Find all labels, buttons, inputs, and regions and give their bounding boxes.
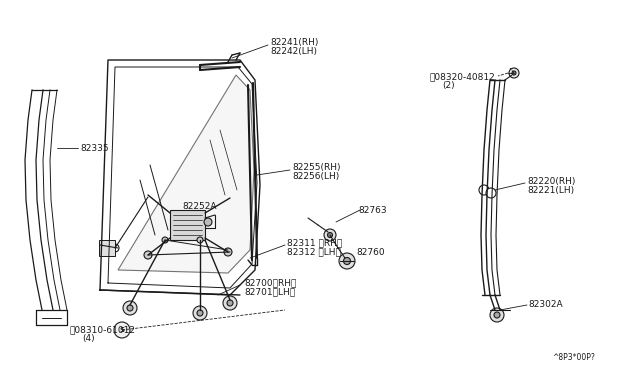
Circle shape — [512, 71, 516, 75]
Text: 82220(RH): 82220(RH) — [527, 177, 575, 186]
Circle shape — [509, 68, 519, 78]
Text: 82242(LH): 82242(LH) — [270, 47, 317, 56]
FancyBboxPatch shape — [170, 210, 205, 240]
Circle shape — [324, 229, 336, 241]
Circle shape — [162, 237, 168, 243]
Text: 82335: 82335 — [80, 144, 109, 153]
Circle shape — [227, 300, 233, 306]
Text: (4): (4) — [82, 334, 95, 343]
Text: 82311 〈RH〉: 82311 〈RH〉 — [287, 238, 342, 247]
Circle shape — [344, 257, 351, 264]
Circle shape — [479, 185, 489, 195]
Circle shape — [339, 253, 355, 269]
Circle shape — [223, 296, 237, 310]
FancyBboxPatch shape — [99, 240, 115, 256]
Text: 82763: 82763 — [358, 206, 387, 215]
Circle shape — [494, 312, 500, 318]
Circle shape — [328, 232, 333, 237]
Circle shape — [111, 244, 119, 252]
Text: (2): (2) — [442, 81, 454, 90]
Text: 82241(RH): 82241(RH) — [270, 38, 318, 47]
Circle shape — [193, 306, 207, 320]
Circle shape — [204, 218, 212, 226]
Text: 82312 〈LH〉: 82312 〈LH〉 — [287, 247, 341, 256]
Circle shape — [123, 301, 137, 315]
Text: 82701〈LH〉: 82701〈LH〉 — [244, 287, 295, 296]
Text: 82255(RH): 82255(RH) — [292, 163, 340, 172]
Polygon shape — [118, 75, 254, 273]
Text: 82760: 82760 — [356, 248, 385, 257]
Text: S: S — [120, 327, 125, 333]
Circle shape — [114, 322, 130, 338]
Circle shape — [127, 305, 133, 311]
Circle shape — [486, 188, 496, 198]
Circle shape — [144, 251, 152, 259]
Text: 82302A: 82302A — [528, 300, 563, 309]
Text: 82221(LH): 82221(LH) — [527, 186, 574, 195]
Text: ^8P3*00P?: ^8P3*00P? — [552, 353, 595, 362]
Text: Ⓢ08320-40812: Ⓢ08320-40812 — [430, 72, 496, 81]
Text: Ⓢ08310-61012: Ⓢ08310-61012 — [70, 325, 136, 334]
Text: 82252A: 82252A — [182, 202, 216, 211]
Circle shape — [490, 308, 504, 322]
Text: 82700〈RH〉: 82700〈RH〉 — [244, 278, 296, 287]
Text: 82256(LH): 82256(LH) — [292, 172, 339, 181]
Circle shape — [197, 310, 203, 316]
Circle shape — [224, 248, 232, 256]
Circle shape — [197, 237, 203, 243]
